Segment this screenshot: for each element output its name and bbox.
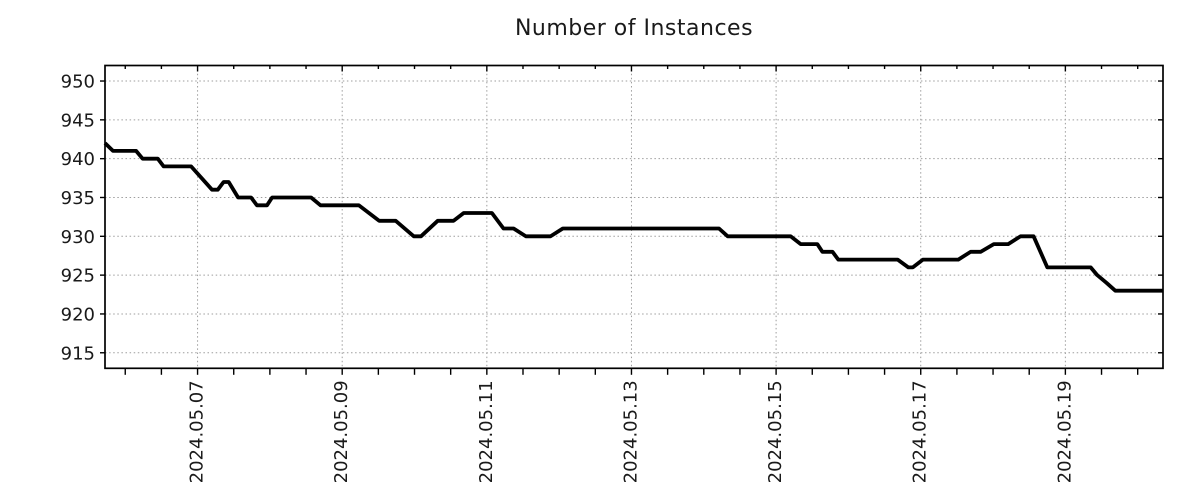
x-tick-labels: 2024.05.07 2024.05.09 2024.05.11 2024.05.13…: [187, 380, 1076, 483]
y-tick-label: 935: [61, 188, 95, 209]
x-tick-label: 2024.05.11: [476, 380, 497, 483]
y-tick-label: 925: [61, 266, 95, 287]
y-tick-labels: 915 920 925 930 935 940 945 950: [61, 72, 95, 365]
plot-border: [104, 64, 1164, 370]
y-tick-label: 920: [61, 304, 95, 325]
chart-title: Number of Instances: [514, 16, 754, 41]
x-tick-label: 2024.05.09: [331, 380, 352, 483]
y-tick-label: 930: [61, 227, 95, 248]
x-tick-label: 2024.05.17: [910, 380, 931, 483]
y-tick-label: 945: [61, 110, 95, 131]
x-tick-label: 2024.05.07: [187, 380, 208, 483]
data-line-instances: [103, 141, 1163, 293]
y-tick-label: 950: [61, 72, 95, 93]
gridlines: [105, 65, 1163, 369]
y-tick-label: 940: [61, 149, 95, 170]
y-tick-label: 915: [61, 343, 95, 364]
x-tick-label: 2024.05.15: [765, 380, 786, 483]
x-tick-label: 2024.05.13: [620, 380, 641, 483]
axis-ticks: [100, 65, 1163, 375]
x-tick-label: 2024.05.19: [1054, 380, 1075, 483]
